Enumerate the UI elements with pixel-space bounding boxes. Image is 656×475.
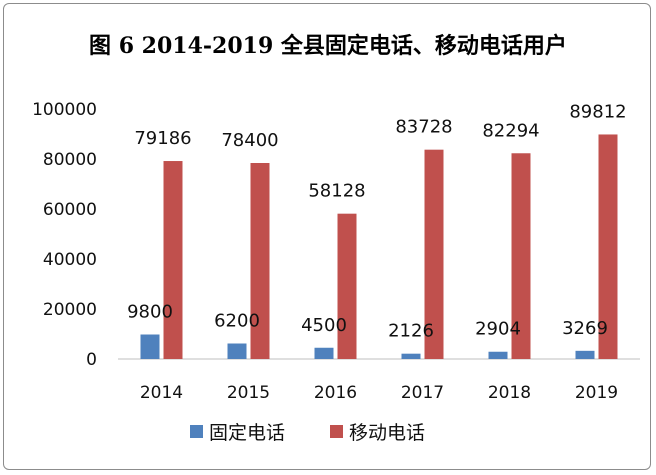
y-tick-label: 60000 — [43, 200, 97, 220]
bar-fixed-line — [227, 343, 247, 359]
data-label-fixed-line: 6200 — [214, 311, 260, 332]
data-label-mobile: 82294 — [482, 120, 539, 141]
bar-mobile — [337, 213, 357, 359]
legend-label: 固定电话 — [209, 422, 285, 444]
y-tick-label: 0 — [86, 350, 97, 370]
legend-swatch — [330, 425, 343, 438]
x-axis-ticks: 2014 2015 2016 2017 2018 2019 — [140, 383, 618, 403]
chart-title: 图 6 2014-2019 全县固定电话、移动电话用户 — [89, 33, 567, 59]
y-tick-label: 100000 — [32, 100, 97, 120]
bar-fixed-line — [575, 350, 595, 359]
data-labels: 9800 79186 6200 78400 4500 58128 2126 83728 2904… — [127, 101, 627, 341]
x-tick-label: 2016 — [314, 383, 357, 403]
x-tick-label: 2014 — [140, 383, 183, 403]
bar-mobile — [163, 161, 183, 359]
x-tick-label: 2017 — [401, 383, 444, 403]
bar-mobile — [511, 153, 531, 359]
bar-mobile — [598, 134, 618, 359]
y-tick-label: 20000 — [43, 300, 97, 320]
bar-fixed-line — [401, 353, 421, 359]
chart-frame — [3, 3, 651, 470]
bar-mobile — [250, 163, 270, 359]
x-tick-label: 2018 — [488, 383, 531, 403]
y-axis-ticks: 0 20000 40000 60000 80000 100000 — [32, 100, 97, 370]
data-label-mobile: 83728 — [395, 117, 452, 138]
data-label-mobile: 89812 — [569, 101, 626, 122]
x-tick-label: 2019 — [575, 383, 618, 403]
data-label-mobile: 79186 — [134, 128, 191, 149]
bar-fixed-line — [140, 334, 160, 359]
bar-fixed-line — [314, 347, 334, 359]
bars — [140, 134, 618, 359]
bar-fixed-line — [488, 351, 508, 359]
legend: 固定电话 移动电话 — [190, 422, 425, 444]
x-tick-label: 2015 — [227, 383, 270, 403]
data-label-fixed-line: 2126 — [388, 321, 434, 342]
data-label-mobile: 78400 — [221, 130, 278, 151]
data-label-mobile: 58128 — [308, 181, 365, 202]
bar-mobile — [424, 149, 444, 359]
data-label-fixed-line: 3269 — [562, 318, 608, 339]
data-label-fixed-line: 2904 — [475, 319, 521, 340]
data-label-fixed-line: 9800 — [127, 302, 173, 323]
legend-label: 移动电话 — [349, 422, 425, 444]
y-tick-label: 40000 — [43, 250, 97, 270]
y-tick-label: 80000 — [43, 150, 97, 170]
data-label-fixed-line: 4500 — [301, 315, 347, 336]
legend-swatch — [190, 425, 203, 438]
